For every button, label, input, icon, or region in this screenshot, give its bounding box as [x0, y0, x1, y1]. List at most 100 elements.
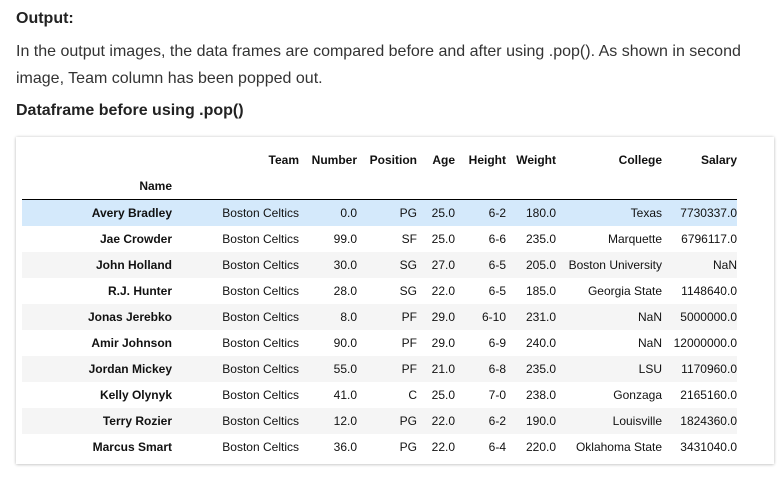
row-index-name: Jonas Jerebko: [87, 310, 172, 324]
table-cell: 28.0: [333, 284, 357, 298]
table-row: John Holland Boston Celtics 30.0 SG 27.0 6-5 2…: [22, 252, 737, 278]
dataframe-heading: Dataframe before using .pop(): [16, 102, 244, 119]
table-cell: 8.0: [340, 310, 357, 324]
row-index-name: R.J. Hunter: [107, 284, 172, 298]
table-cell: 231.0: [525, 310, 556, 324]
table-cell: 25.0: [431, 206, 455, 220]
table-cell: PF: [401, 336, 417, 350]
table-body: Avery Bradley Boston Celtics 0.0 PG 25.0 6-2 1…: [22, 199, 737, 460]
index-corner: [22, 147, 172, 173]
table-cell: SG: [399, 258, 417, 272]
column-header-salary: Salary: [700, 153, 737, 167]
table-cell: Texas: [630, 206, 662, 220]
table-cell: 22.0: [431, 414, 455, 428]
table-cell: 22.0: [431, 284, 455, 298]
table-cell: Boston Celtics: [222, 414, 299, 428]
table-cell: 27.0: [431, 258, 455, 272]
row-index-name: Jae Crowder: [99, 232, 172, 246]
table-cell: 30.0: [333, 258, 357, 272]
row-index-name: Avery Bradley: [91, 206, 172, 220]
table-cell: 12000000.0: [673, 336, 737, 350]
table-cell: 1170960.0: [681, 362, 737, 376]
table-cell: 238.0: [525, 388, 556, 402]
table-cell: NaN: [637, 310, 662, 324]
table-cell: Oklahoma State: [575, 440, 662, 454]
output-heading: Output:: [16, 10, 74, 27]
column-header-number: Number: [311, 153, 357, 167]
table-cell: Boston Celtics: [222, 206, 299, 220]
table-cell: 12.0: [333, 414, 357, 428]
table-row: Jonas Jerebko Boston Celtics 8.0 PF 29.0 6-10…: [22, 304, 737, 330]
table-cell: Georgia State: [587, 284, 662, 298]
column-header-row: Team Number Position Age Height Weight C…: [22, 147, 737, 173]
table-cell: 6-6: [488, 232, 506, 246]
table-cell: 185.0: [525, 284, 556, 298]
table-cell: 41.0: [333, 388, 357, 402]
index-name: Name: [22, 173, 172, 200]
table-cell: 6-2: [488, 414, 506, 428]
table-cell: PG: [399, 414, 417, 428]
table-cell: 36.0: [333, 440, 357, 454]
table-cell: 235.0: [525, 362, 556, 376]
column-header-age: Age: [432, 153, 455, 167]
row-index-name: Terry Rozier: [102, 414, 172, 428]
table-cell: Boston Celtics: [222, 362, 299, 376]
table-row: Jae Crowder Boston Celtics 99.0 SF 25.0 6-6 23…: [22, 226, 737, 252]
table-row: Kelly Olynyk Boston Celtics 41.0 C 25.0 7-0 23…: [22, 382, 737, 408]
dataframe-card: Team Number Position Age Height Weight C…: [16, 137, 774, 464]
table-cell: 7730337.0: [680, 206, 737, 220]
table-cell: 220.0: [525, 440, 556, 454]
empty-header-cell: [506, 173, 556, 200]
table-cell: PF: [401, 362, 417, 376]
table-cell: PG: [399, 206, 417, 220]
table-cell: SG: [399, 284, 417, 298]
table-cell: 190.0: [525, 414, 556, 428]
table-cell: 1148640.0: [681, 284, 737, 298]
table-cell: 6-2: [488, 206, 506, 220]
index-name-row: Name: [22, 173, 737, 200]
table-cell: Boston Celtics: [222, 336, 299, 350]
table-cell: Gonzaga: [613, 388, 662, 402]
table-cell: 180.0: [525, 206, 556, 220]
table-cell: PF: [401, 310, 417, 324]
row-index-name: Jordan Mickey: [88, 362, 172, 376]
table-cell: 25.0: [431, 232, 455, 246]
table-cell: 6-5: [488, 258, 506, 272]
table-cell: 6-10: [481, 310, 506, 324]
table-row: R.J. Hunter Boston Celtics 28.0 SG 22.0 6-5 18…: [22, 278, 737, 304]
description-paragraph: In the output images, the data frames ar…: [16, 43, 741, 87]
table-cell: 6-4: [488, 440, 506, 454]
dataframe-table: Team Number Position Age Height Weight C…: [22, 147, 737, 460]
column-header-college: College: [618, 153, 662, 167]
table-cell: 29.0: [431, 336, 455, 350]
table-cell: Boston Celtics: [222, 284, 299, 298]
table-cell: 235.0: [525, 232, 556, 246]
table-cell: C: [408, 388, 417, 402]
column-header-height: Height: [468, 153, 506, 167]
table-cell: 1824360.0: [680, 414, 737, 428]
table-cell: Boston Celtics: [222, 310, 299, 324]
table-cell: Boston Celtics: [222, 388, 299, 402]
table-cell: 3431040.0: [680, 440, 737, 454]
table-cell: Boston University: [568, 258, 662, 272]
empty-header-cell: [556, 173, 662, 200]
empty-header-cell: [662, 173, 737, 200]
empty-header-cell: [357, 173, 417, 200]
empty-header-cell: [417, 173, 455, 200]
column-header-position: Position: [369, 153, 417, 167]
row-index-name: Amir Johnson: [91, 336, 172, 350]
table-cell: NaN: [637, 336, 662, 350]
table-cell: 205.0: [525, 258, 556, 272]
table-cell: SF: [401, 232, 417, 246]
row-index-name: Kelly Olynyk: [99, 388, 172, 402]
row-index-name: Marcus Smart: [92, 440, 172, 454]
table-cell: 25.0: [431, 388, 455, 402]
table-cell: 22.0: [431, 440, 455, 454]
table-row: Marcus Smart Boston Celtics 36.0 PG 22.0 6-4 2…: [22, 434, 737, 460]
table-row: Terry Rozier Boston Celtics 12.0 PG 22.0 6-2 1…: [22, 408, 737, 434]
empty-header-cell: [299, 173, 357, 200]
table-cell: LSU: [638, 362, 662, 376]
table-cell: 55.0: [333, 362, 357, 376]
table-cell: 0.0: [340, 206, 357, 220]
